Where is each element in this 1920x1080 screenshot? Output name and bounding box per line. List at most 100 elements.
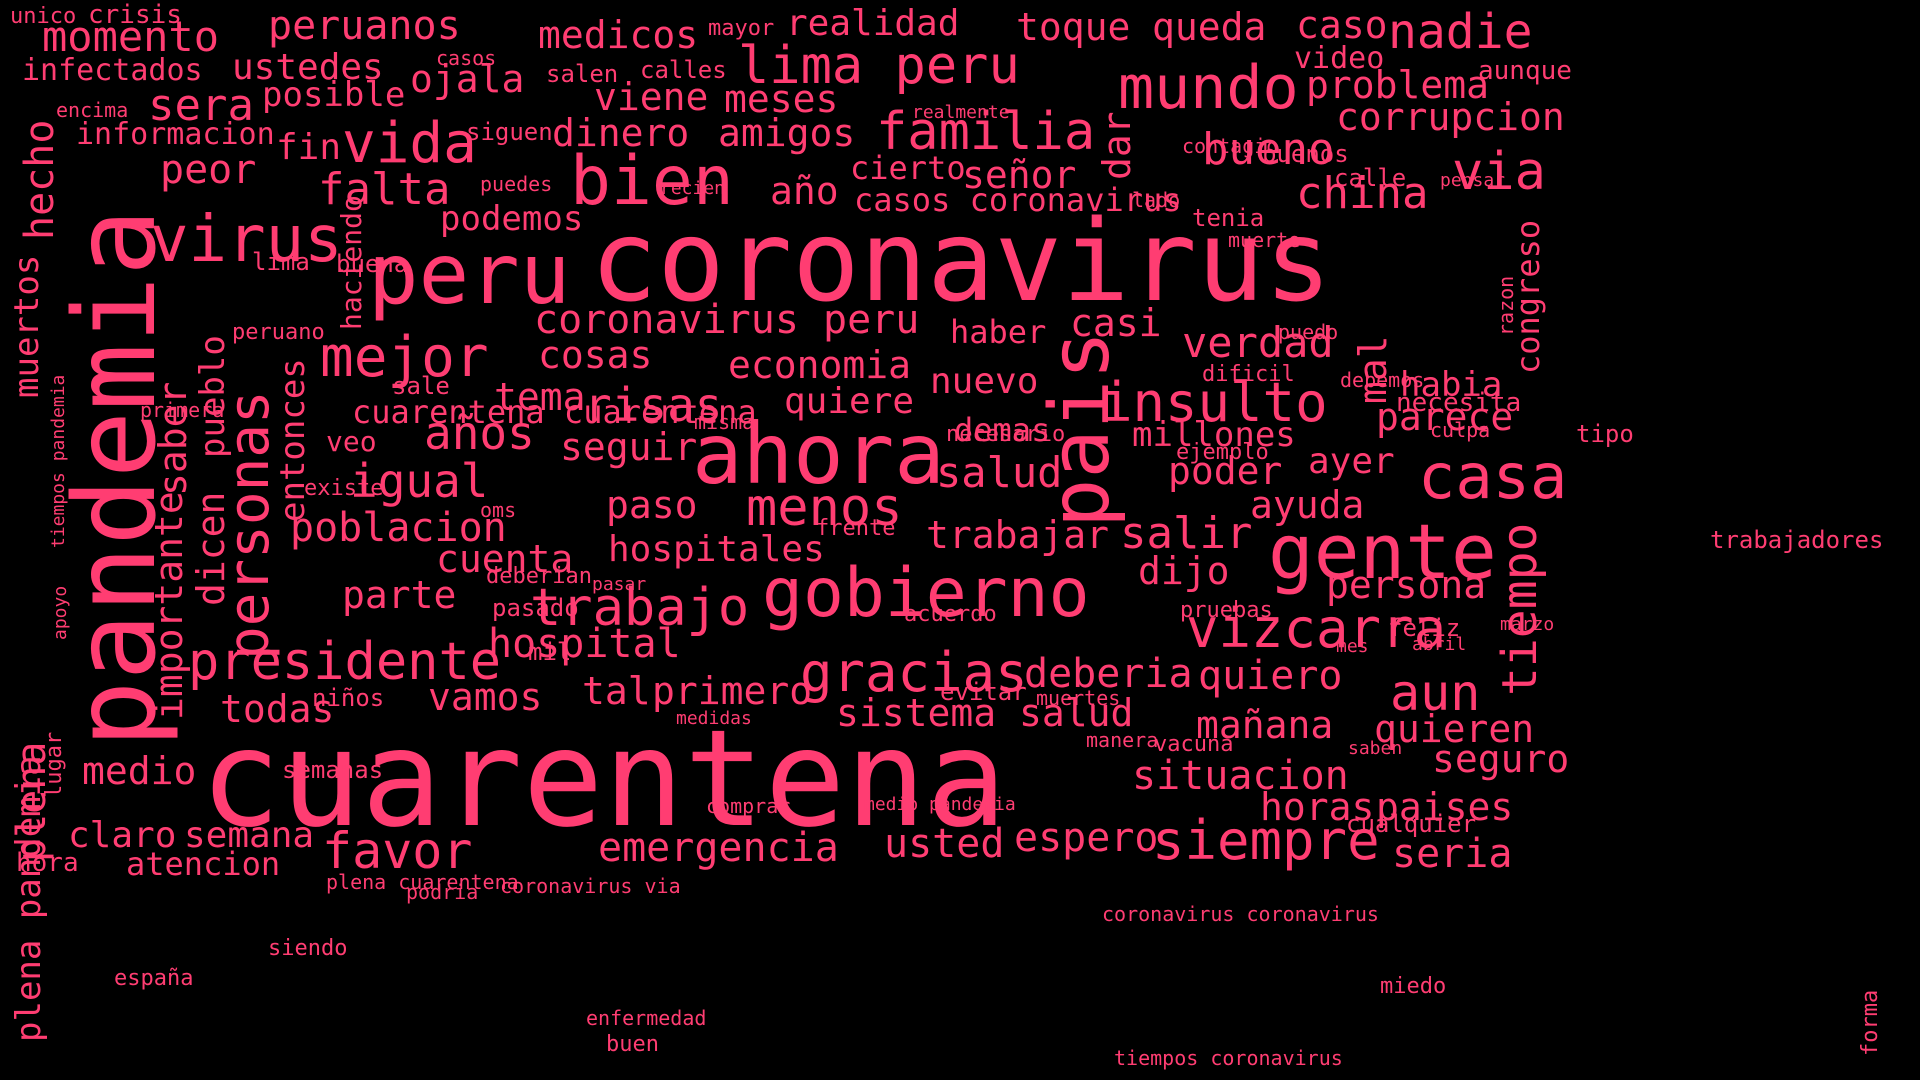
word: ejemplo [1176,440,1269,465]
word: dijo [1138,549,1230,593]
word: usted [884,821,1005,867]
word: ustedes [232,47,384,88]
word: habia [1400,365,1503,405]
word: dinero [552,111,690,155]
word: coronavirus coronavirus [1102,902,1379,926]
word: verdad [1182,318,1334,367]
word: tal [582,669,651,713]
word: semanas [282,756,384,784]
word: culpa [1430,418,1491,442]
word: pasado [492,594,579,622]
word: vida [342,111,477,176]
word: poder [1168,449,1283,493]
word: favor [322,822,473,880]
word: atencion [126,845,281,883]
word: problema [1306,63,1490,107]
word: veo [326,425,377,458]
word: peruanos [268,3,461,49]
word: emergencia [598,825,839,871]
word: corrupcion [1336,95,1565,139]
word: gobierno [762,554,1090,633]
word: encima [56,98,129,122]
word: tenia [1192,204,1265,232]
word: cualquier [1346,810,1477,838]
word: muertes [1036,686,1121,710]
word: seria [1392,831,1513,877]
word: calles [640,56,727,84]
word: existe [304,476,384,501]
word: aunque [1478,56,1572,86]
word: manera [1086,728,1159,752]
word: queda [1152,5,1267,49]
word: niños [312,684,385,712]
word: contagio [1182,134,1279,158]
word: insulto [1100,371,1328,434]
word: todas [220,687,335,731]
word: casos coronavirus [854,181,1182,219]
word: puedo [1278,320,1339,344]
word: hospital [488,621,681,667]
word: unico [10,4,77,29]
word: trabajadores [1710,526,1884,554]
word: comprar [706,794,791,818]
word: deberian [486,564,592,589]
word: sale [392,372,450,400]
word: tiempo [1492,522,1548,696]
word: ayuda [1250,483,1365,527]
word: bueno [1202,124,1335,175]
word: fin [276,127,342,168]
word: primera [140,398,225,422]
word: momento [42,12,220,61]
word: trabajo [530,578,750,638]
word: espero [1014,815,1159,861]
word: cosas [538,333,653,377]
word: ojala [410,57,525,101]
word: falta [318,164,451,215]
word: peor [160,147,257,193]
word: infectados [22,53,203,88]
word: coronavirus peru [534,297,920,343]
word: año [770,169,839,213]
word: cuenta [436,537,574,581]
word: necesario [946,422,1066,447]
word: plena cuarentena [326,870,519,894]
word: primero [652,669,813,713]
word: pensar [1440,170,1506,191]
word: dicen [189,491,233,606]
word: tiempos pandemia [48,374,69,548]
word: marzo [1500,614,1555,635]
word: acuerdo [904,602,997,627]
word: medio pandemia [864,794,1016,815]
word: posible [262,75,406,115]
word: coronavirus via [500,874,681,898]
word: persona [1326,563,1487,607]
word: presidente [188,632,502,692]
word: debemos [1340,368,1425,392]
word: podemos [440,199,584,239]
word: medio [82,749,197,793]
word: razon [1494,275,1518,336]
word: salen [546,60,619,88]
word: cuarentena cuarentena [352,393,757,431]
word: vizcarra [1186,597,1447,660]
word: siendo [268,936,348,961]
word: toque [1016,5,1131,49]
word: gente [1268,507,1497,596]
word: mejor [320,325,489,390]
word: tiempos coronavirus [1114,1046,1343,1070]
word: hecho [17,119,63,240]
word: puedes [480,172,553,196]
word: demas [954,411,1051,449]
word: sera [148,80,254,131]
word: forma [1858,989,1883,1056]
word: bien [570,142,734,221]
word: muertos [7,254,47,398]
word: aun [1390,664,1481,722]
word: sistema salud [836,691,1134,735]
word: dar [1095,111,1139,180]
word: quieren [1374,707,1535,751]
word: situacion [1132,753,1349,799]
word: mes [1336,636,1369,657]
word: lima peru [738,36,1020,96]
word: gracias [800,641,1028,704]
